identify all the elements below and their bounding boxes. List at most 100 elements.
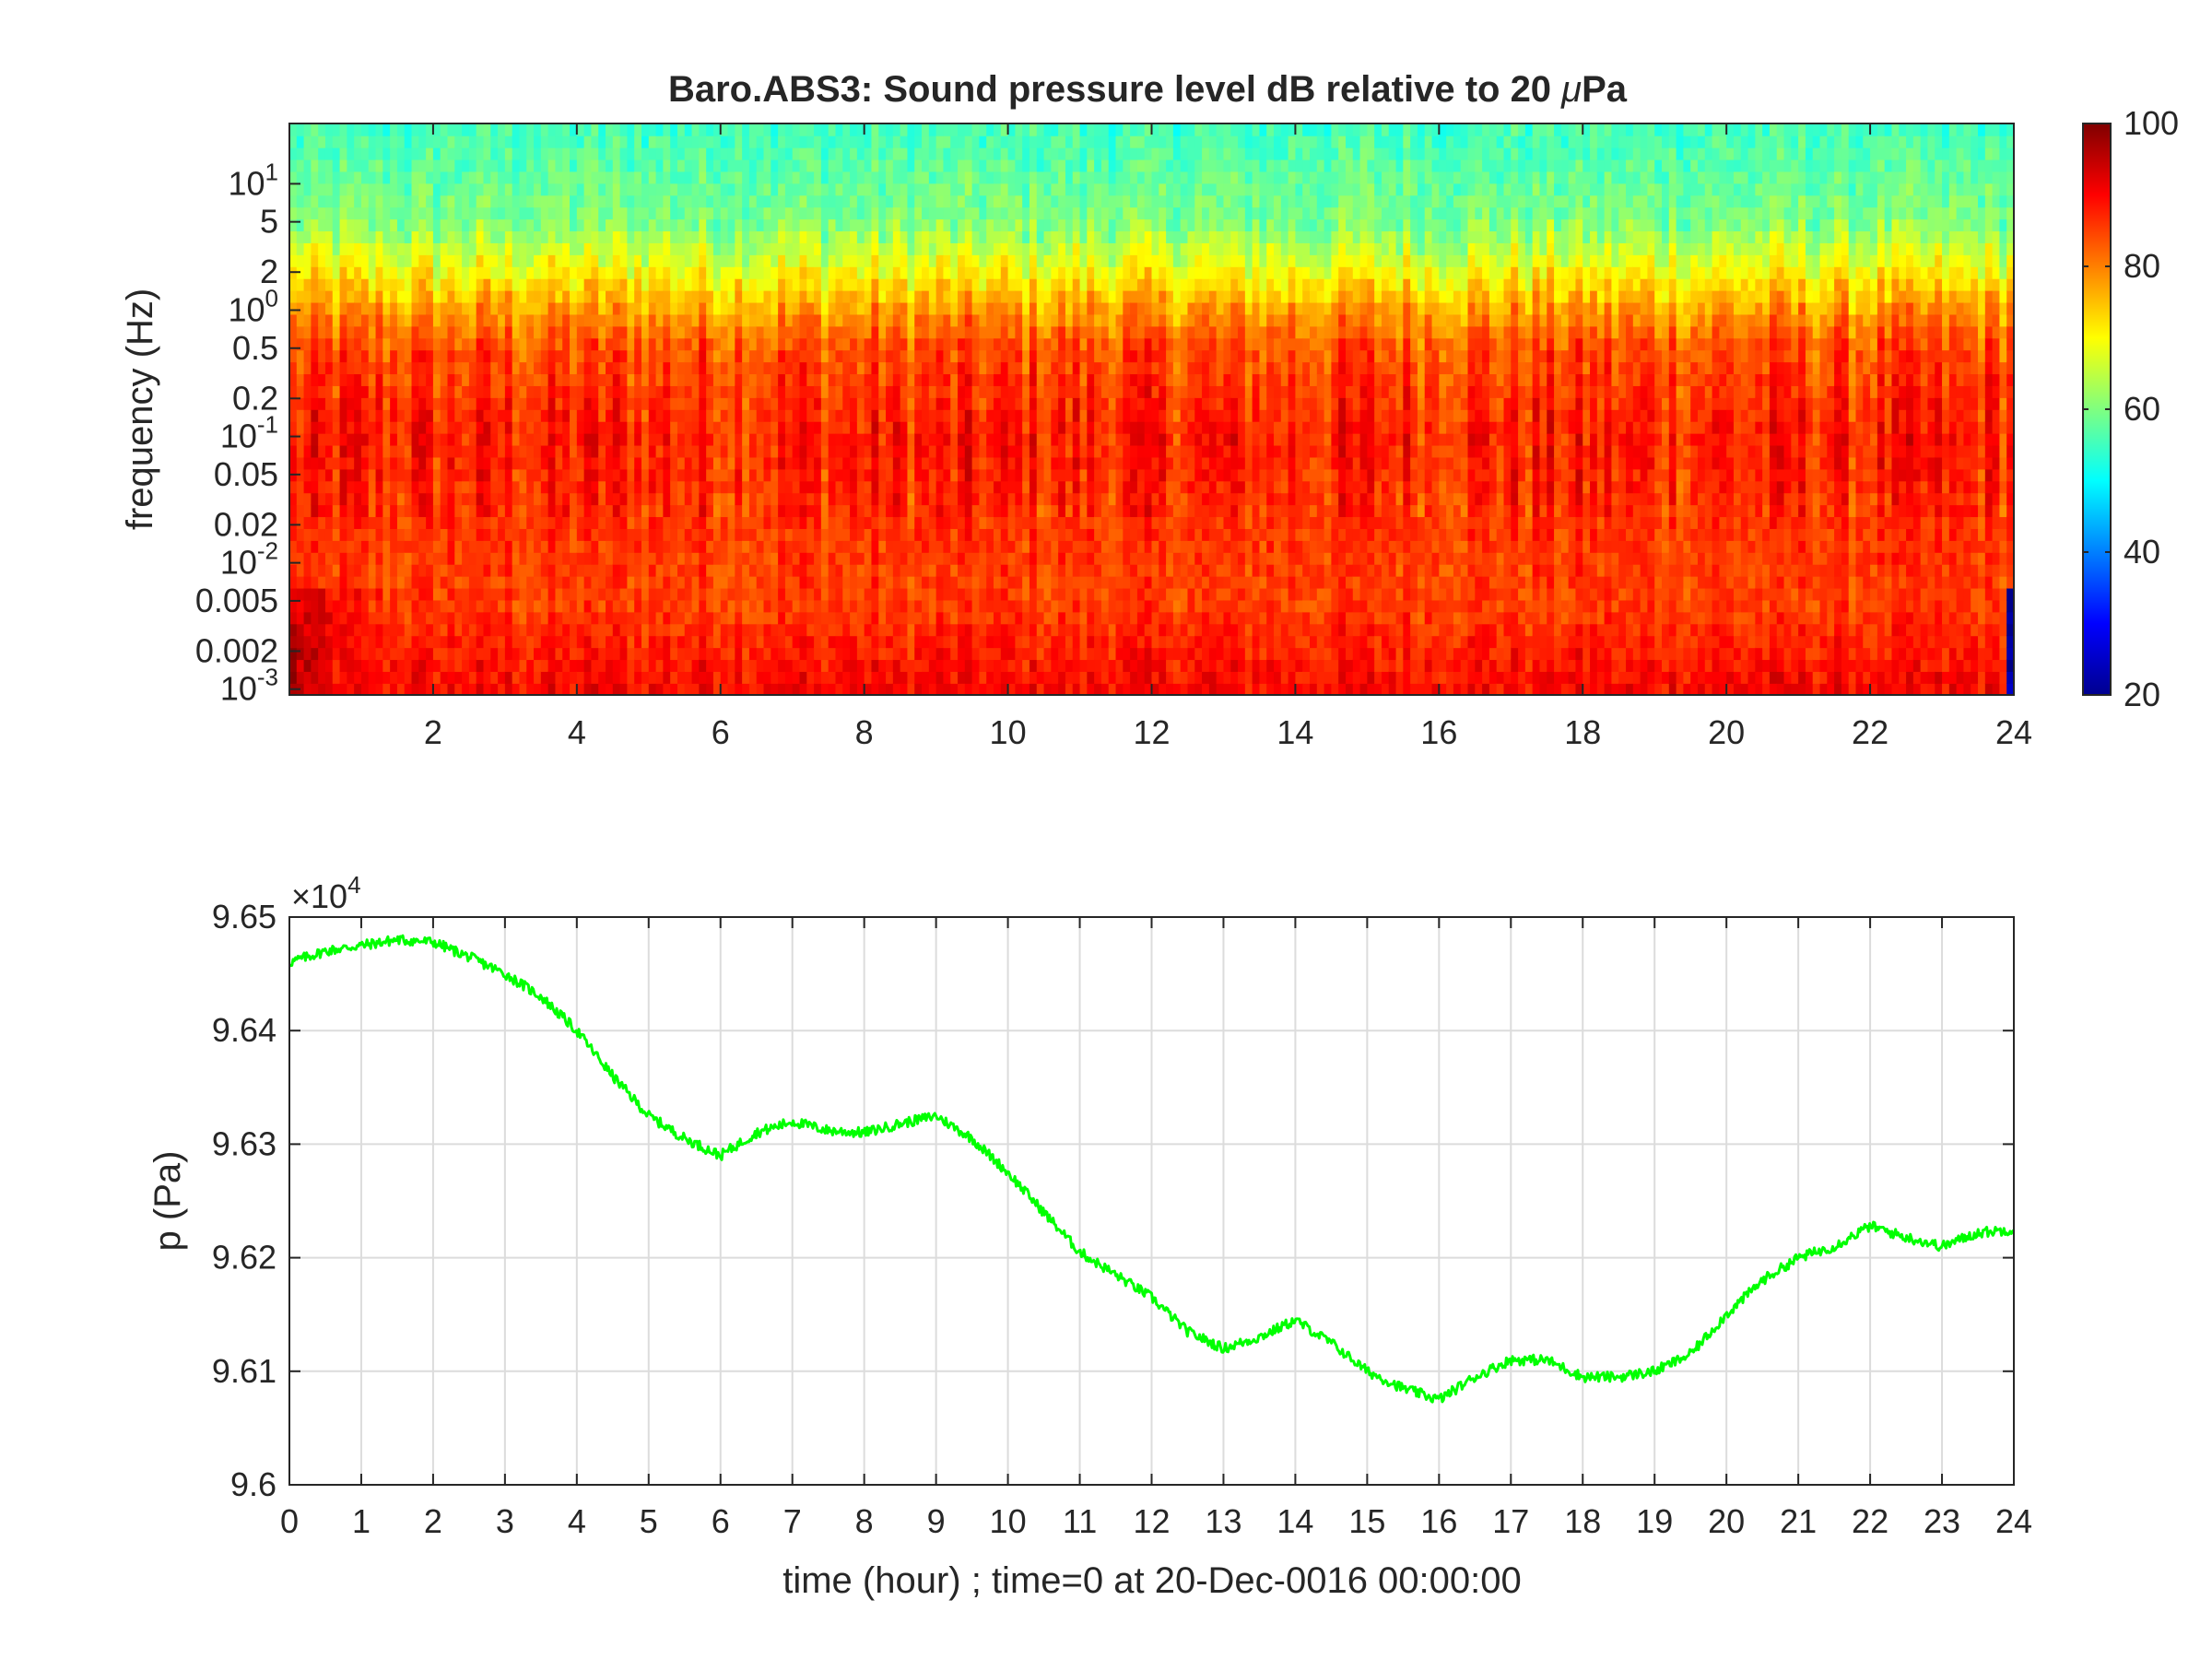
spectrogram-cell [606,147,614,160]
spectrogram-cell [382,124,391,136]
spectrogram-cell [878,266,887,279]
spectrogram-cell [828,242,837,255]
spectrogram-cell [648,456,657,470]
spectrogram-cell [641,635,650,649]
spectrogram-cell [699,635,707,649]
spectrogram-cell [771,635,779,649]
spectrogram-cell [756,194,765,208]
spectrogram-cell [706,385,714,398]
spectrogram-cell [1000,194,1009,208]
spectrogram-cell [799,563,808,577]
spectrogram-cell [712,254,722,267]
spectrogram-cell [771,432,779,446]
spectrogram-cell [850,373,858,386]
spectrogram-cell [468,171,477,184]
spectrogram-cell [347,254,355,267]
spectrogram-cell [375,563,384,577]
spectrogram-cell [684,516,693,529]
spectrogram-cell [986,552,994,565]
spectrogram-cell [771,325,779,339]
spectrogram-cell [512,313,521,327]
spectrogram-cell [922,361,930,375]
spectrogram-cell [289,552,298,565]
spectrogram-cell [375,456,384,470]
spectrogram-cell [842,575,851,589]
spectrogram-cell [979,361,987,375]
spectrogram-cell [842,349,851,363]
spectrogram-cell [462,444,470,458]
spectrogram-cell [993,218,1002,232]
spectrogram-cell [756,325,765,339]
spectrogram-cell [562,409,571,422]
spectrogram-cell [426,623,434,637]
spectrogram-cell [964,587,973,601]
spectrogram-cell [856,373,865,386]
spectrogram-cell [447,480,456,494]
spectrogram-cell [570,254,578,267]
spectrogram-cell [339,337,348,351]
spectrogram-cell [606,301,614,315]
spectrogram-cell [476,611,485,625]
spectrogram-cell [979,373,987,386]
spectrogram-cell [512,373,521,386]
spectrogram-cell [900,242,909,255]
spectrogram-cell [634,325,642,339]
spectrogram-cell [368,528,377,541]
spectrogram-cell [820,647,830,661]
spectrogram-cell [856,528,865,541]
spectrogram-cell [598,409,606,422]
spectrogram-cell [828,683,837,695]
spectrogram-cell [368,325,377,339]
spectrogram-cell [1000,218,1009,232]
spectrogram-cell [512,420,521,434]
spectrogram-cell [720,516,729,529]
spectrogram-cell [655,552,665,565]
spectrogram-cell [426,468,434,482]
spectrogram-cell [842,516,851,529]
spectrogram-cell [591,468,600,482]
spectrogram-cell [1007,599,1017,613]
spectrogram-cell [534,230,542,243]
spectrogram-cell [835,444,844,458]
spectrogram-cell [835,337,844,351]
spectrogram-cell [375,147,384,160]
spectrogram-cell [958,599,966,613]
spectrogram-cell [490,385,499,398]
spectrogram-cell [856,587,865,601]
spectrogram-cell [763,206,772,220]
spectrogram-cell [691,337,700,351]
spectrogram-cell [526,647,535,661]
spectrogram-cell [354,135,362,148]
spectrogram-cell [347,683,355,695]
spectrogram-cell [971,194,981,208]
spectrogram-cell [303,194,312,208]
spectrogram-cell [462,516,470,529]
spectrogram-cell [347,289,355,303]
spectrogram-cell [756,504,765,518]
spectrogram-cell [742,277,750,291]
spectrogram-cell [303,420,312,434]
spectrogram-cell [835,528,844,541]
spectrogram-cell [576,444,585,458]
spectrogram-cell [886,563,894,577]
spectrogram-cell [462,671,470,684]
spectrogram-cell [778,492,786,506]
spectrogram-cell [835,373,844,386]
spectrogram-cell [519,516,528,529]
spectrogram-cell [655,373,665,386]
spectrogram-cell [699,349,707,363]
spectrogram-cell [440,623,449,637]
spectrogram-cell [454,683,463,695]
spectrogram-cell [498,397,506,410]
spectrogram-cell [547,659,557,672]
spectrogram-cell [432,361,441,375]
spectrogram-cell [856,349,865,363]
spectrogram-cell [742,361,750,375]
spectrogram-cell [289,206,298,220]
spectrogram-cell [900,671,909,684]
spectrogram-cell [360,277,370,291]
spectrogram-cell [699,397,707,410]
spectrogram-cell [339,504,348,518]
spectrogram-cell [1022,337,1030,351]
spectrogram-cell [296,124,305,136]
